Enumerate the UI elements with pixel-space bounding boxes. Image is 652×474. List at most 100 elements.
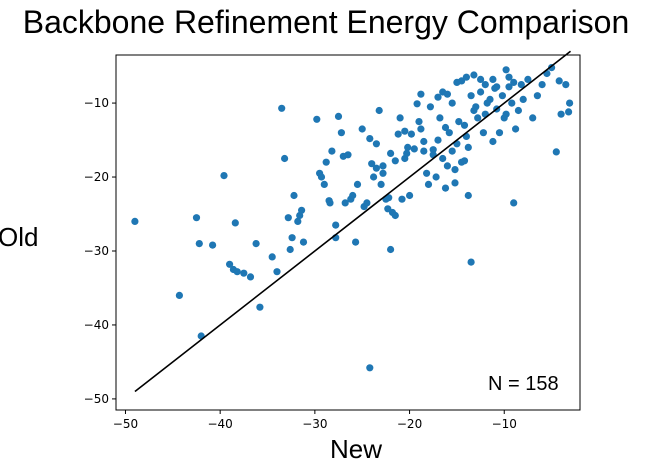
data-point [489,137,497,146]
data-point [353,180,362,188]
data-point [548,64,556,72]
data-point [363,199,371,207]
data-point [278,104,286,112]
data-point [443,90,451,98]
data-point [510,78,518,86]
data-point [349,191,357,200]
data-point [286,245,294,254]
data-point [426,103,434,111]
data-point [398,195,406,203]
axis-ticks: −50 −40 −30 −20 −10 −10 −20 −30 −40 −50 [84,96,517,431]
data-point [566,99,574,107]
x-axis-label: New [330,434,383,464]
data-point [502,66,510,74]
data-point [493,83,501,91]
data-point [385,194,393,202]
data-point [460,121,469,129]
data-point [505,83,513,91]
data-point [502,110,510,118]
data-point [445,129,453,137]
data-point [429,146,437,154]
data-point [328,147,336,155]
data-point [514,106,523,115]
data-point [299,238,308,246]
data-point [252,240,260,248]
data-point [508,99,516,107]
reference-line [134,50,572,393]
data-point [486,95,494,103]
x-tick-label: −20 [397,417,422,431]
data-point [268,253,276,261]
data-point [470,71,478,79]
data-point [436,114,444,122]
data-point [533,92,542,100]
data-point [441,123,450,132]
data-point [529,114,537,122]
data-point [472,103,480,111]
data-point [423,169,431,177]
data-point [495,129,504,137]
data-point [294,217,302,225]
data-point [379,162,387,170]
data-point [464,143,472,151]
plot-frame [115,54,581,411]
data-point [517,81,525,89]
data-point [477,75,485,83]
data-point [451,179,459,187]
data-point [131,217,139,225]
data-point [511,125,520,133]
data-point [209,241,217,249]
data-point [417,90,425,98]
data-point [391,211,399,220]
data-point [448,99,456,107]
data-point [387,149,395,157]
data-point [394,130,402,138]
x-tick-label: −40 [207,417,232,431]
data-point [434,136,442,144]
data-point [391,157,399,165]
data-point [474,114,482,122]
data-point [524,75,532,83]
data-point [246,273,255,281]
data-point [334,112,343,120]
data-point [481,81,489,89]
data-point [326,199,334,207]
data-point [413,100,421,108]
data-point [467,258,475,266]
data-point [320,180,328,188]
data-point [538,81,546,89]
data-point [403,149,411,157]
data-point [420,137,428,146]
data-point [439,154,447,163]
data-point [420,147,428,155]
data-point [467,92,475,100]
data-point [407,130,415,138]
data-point [479,129,487,137]
data-point [562,81,570,89]
data-point [396,114,404,122]
data-point [441,184,450,192]
data-point [401,127,409,135]
data-point [387,245,395,254]
data-point [565,108,573,116]
chart-title: Backbone Refinement Energy Comparison [22,4,630,40]
data-point [443,162,451,170]
data-point [557,110,565,118]
data-point [370,173,378,181]
data-point [341,199,349,207]
data-point [195,240,203,248]
data-point [240,269,248,277]
data-point [555,77,563,85]
data-point [410,145,418,153]
data-point [290,191,298,200]
data-point [477,88,485,96]
data-point [368,160,376,168]
x-tick-label: −10 [492,417,517,431]
data-point [273,268,281,276]
data-point [322,158,330,166]
data-point [434,93,442,101]
data-point [281,154,289,163]
y-tick-label: −50 [84,392,109,406]
data-point [379,169,387,177]
y-axis-label: Old [0,222,39,252]
